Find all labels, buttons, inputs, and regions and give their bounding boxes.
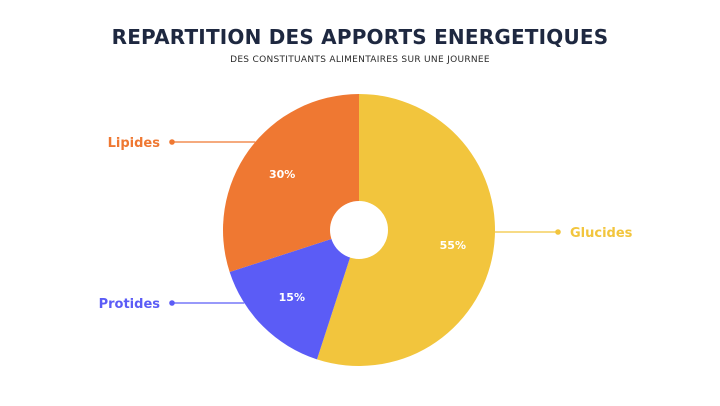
- pie-slice-protides: [229, 230, 359, 360]
- legend-label-lipides: Lipides: [108, 136, 161, 151]
- legend-label-glucides: Glucides: [570, 226, 633, 241]
- legend-label-protides: Protides: [99, 297, 161, 312]
- legend-dot-glucides: [555, 229, 561, 235]
- legend-dot-protides: [169, 300, 175, 306]
- donut-hole: [330, 201, 388, 259]
- pie-slice-glucides: [316, 94, 495, 366]
- slice-value-label-lipides: 30%: [269, 168, 295, 181]
- legend-dot-lipides: [169, 139, 175, 145]
- pie-slice-lipides: [223, 94, 359, 273]
- slice-value-label-glucides: 55%: [440, 239, 466, 252]
- chart-title: REPARTITION DES APPORTS ENERGETIQUES: [111, 25, 609, 49]
- slice-value-label-protides: 15%: [279, 291, 305, 304]
- chart-subtitle: DES CONSTITUANTS ALIMENTAIRES SUR UNE JO…: [230, 55, 490, 65]
